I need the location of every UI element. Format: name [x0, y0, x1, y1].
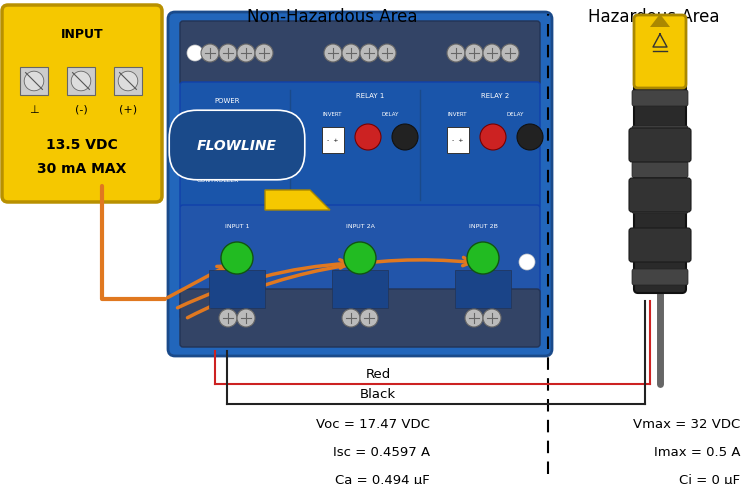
Bar — [67, 68, 95, 96]
FancyBboxPatch shape — [634, 16, 686, 89]
Circle shape — [219, 45, 237, 63]
FancyBboxPatch shape — [180, 289, 540, 348]
Text: Black: Black — [360, 387, 396, 400]
Bar — [447, 128, 469, 154]
Circle shape — [360, 45, 378, 63]
Text: Isc = 0.4597 A: Isc = 0.4597 A — [333, 446, 430, 458]
Text: DELAY: DELAY — [381, 111, 398, 116]
Text: DELAY: DELAY — [507, 111, 524, 116]
Text: INPUT: INPUT — [60, 28, 104, 41]
FancyBboxPatch shape — [632, 234, 688, 250]
FancyBboxPatch shape — [629, 179, 691, 212]
Text: 13.5 VDC: 13.5 VDC — [46, 138, 118, 151]
Text: Imax = 0.5 A: Imax = 0.5 A — [653, 446, 740, 458]
FancyBboxPatch shape — [180, 83, 540, 209]
Text: Hazardous Area: Hazardous Area — [588, 8, 720, 26]
Circle shape — [519, 255, 535, 271]
Text: INPUT 2B: INPUT 2B — [469, 224, 497, 229]
Circle shape — [392, 125, 418, 151]
Circle shape — [480, 125, 506, 151]
Text: POWER: POWER — [214, 98, 240, 104]
Circle shape — [237, 45, 255, 63]
Text: INVERT: INVERT — [322, 111, 342, 116]
Circle shape — [255, 45, 273, 63]
Text: RELAY 2: RELAY 2 — [481, 93, 509, 99]
Circle shape — [24, 72, 44, 91]
Circle shape — [342, 45, 360, 63]
FancyBboxPatch shape — [180, 22, 540, 86]
FancyBboxPatch shape — [632, 162, 688, 178]
Circle shape — [237, 309, 255, 327]
Text: INPUT 1: INPUT 1 — [225, 224, 249, 229]
Circle shape — [71, 72, 91, 91]
Text: RELAY 1: RELAY 1 — [356, 93, 384, 99]
Circle shape — [517, 125, 543, 151]
Text: FLOWLINE: FLOWLINE — [197, 139, 277, 152]
Circle shape — [187, 46, 203, 62]
Text: Voc = 17.47 VDC: Voc = 17.47 VDC — [316, 418, 430, 431]
Text: INVERT: INVERT — [448, 111, 466, 116]
Circle shape — [465, 45, 483, 63]
Circle shape — [465, 309, 483, 327]
FancyBboxPatch shape — [634, 83, 686, 293]
Circle shape — [378, 45, 396, 63]
Circle shape — [483, 309, 501, 327]
Text: (-): (-) — [75, 105, 88, 115]
Polygon shape — [265, 191, 330, 211]
Text: -  +: - + — [327, 138, 339, 143]
FancyBboxPatch shape — [180, 206, 540, 319]
Circle shape — [360, 309, 378, 327]
Bar — [455, 271, 511, 308]
Bar — [332, 271, 388, 308]
Text: Vmax = 32 VDC: Vmax = 32 VDC — [633, 418, 740, 431]
Text: INPUT 2A: INPUT 2A — [345, 224, 374, 229]
FancyBboxPatch shape — [629, 228, 691, 262]
FancyBboxPatch shape — [632, 198, 688, 214]
Circle shape — [483, 45, 501, 63]
Circle shape — [324, 45, 342, 63]
FancyBboxPatch shape — [632, 91, 688, 107]
Circle shape — [201, 45, 219, 63]
Circle shape — [344, 242, 376, 274]
FancyBboxPatch shape — [632, 126, 688, 142]
Text: (+): (+) — [119, 105, 137, 115]
Circle shape — [467, 242, 499, 274]
Text: ⊥: ⊥ — [29, 105, 39, 115]
Text: -  +: - + — [452, 138, 463, 143]
Circle shape — [219, 309, 237, 327]
Bar — [322, 128, 344, 154]
Circle shape — [342, 309, 360, 327]
Polygon shape — [650, 15, 670, 28]
Circle shape — [213, 114, 241, 142]
FancyBboxPatch shape — [629, 129, 691, 163]
FancyBboxPatch shape — [2, 6, 162, 203]
Text: ISOLATION: ISOLATION — [197, 165, 231, 170]
FancyBboxPatch shape — [168, 13, 552, 356]
Bar — [20, 68, 48, 96]
Bar — [114, 68, 142, 96]
Text: Non-Hazardous Area: Non-Hazardous Area — [247, 8, 418, 26]
Circle shape — [447, 45, 465, 63]
Circle shape — [118, 72, 138, 91]
FancyBboxPatch shape — [632, 270, 688, 286]
Text: Ci = 0 μF: Ci = 0 μF — [679, 473, 740, 484]
Text: 30 mA MAX: 30 mA MAX — [37, 162, 127, 176]
Text: Red: Red — [365, 367, 391, 380]
Circle shape — [501, 45, 519, 63]
Circle shape — [355, 125, 381, 151]
Circle shape — [221, 242, 253, 274]
Text: Ca = 0.494 μF: Ca = 0.494 μF — [335, 473, 430, 484]
Bar — [209, 271, 265, 308]
Text: CONTROLLER: CONTROLLER — [197, 177, 240, 182]
